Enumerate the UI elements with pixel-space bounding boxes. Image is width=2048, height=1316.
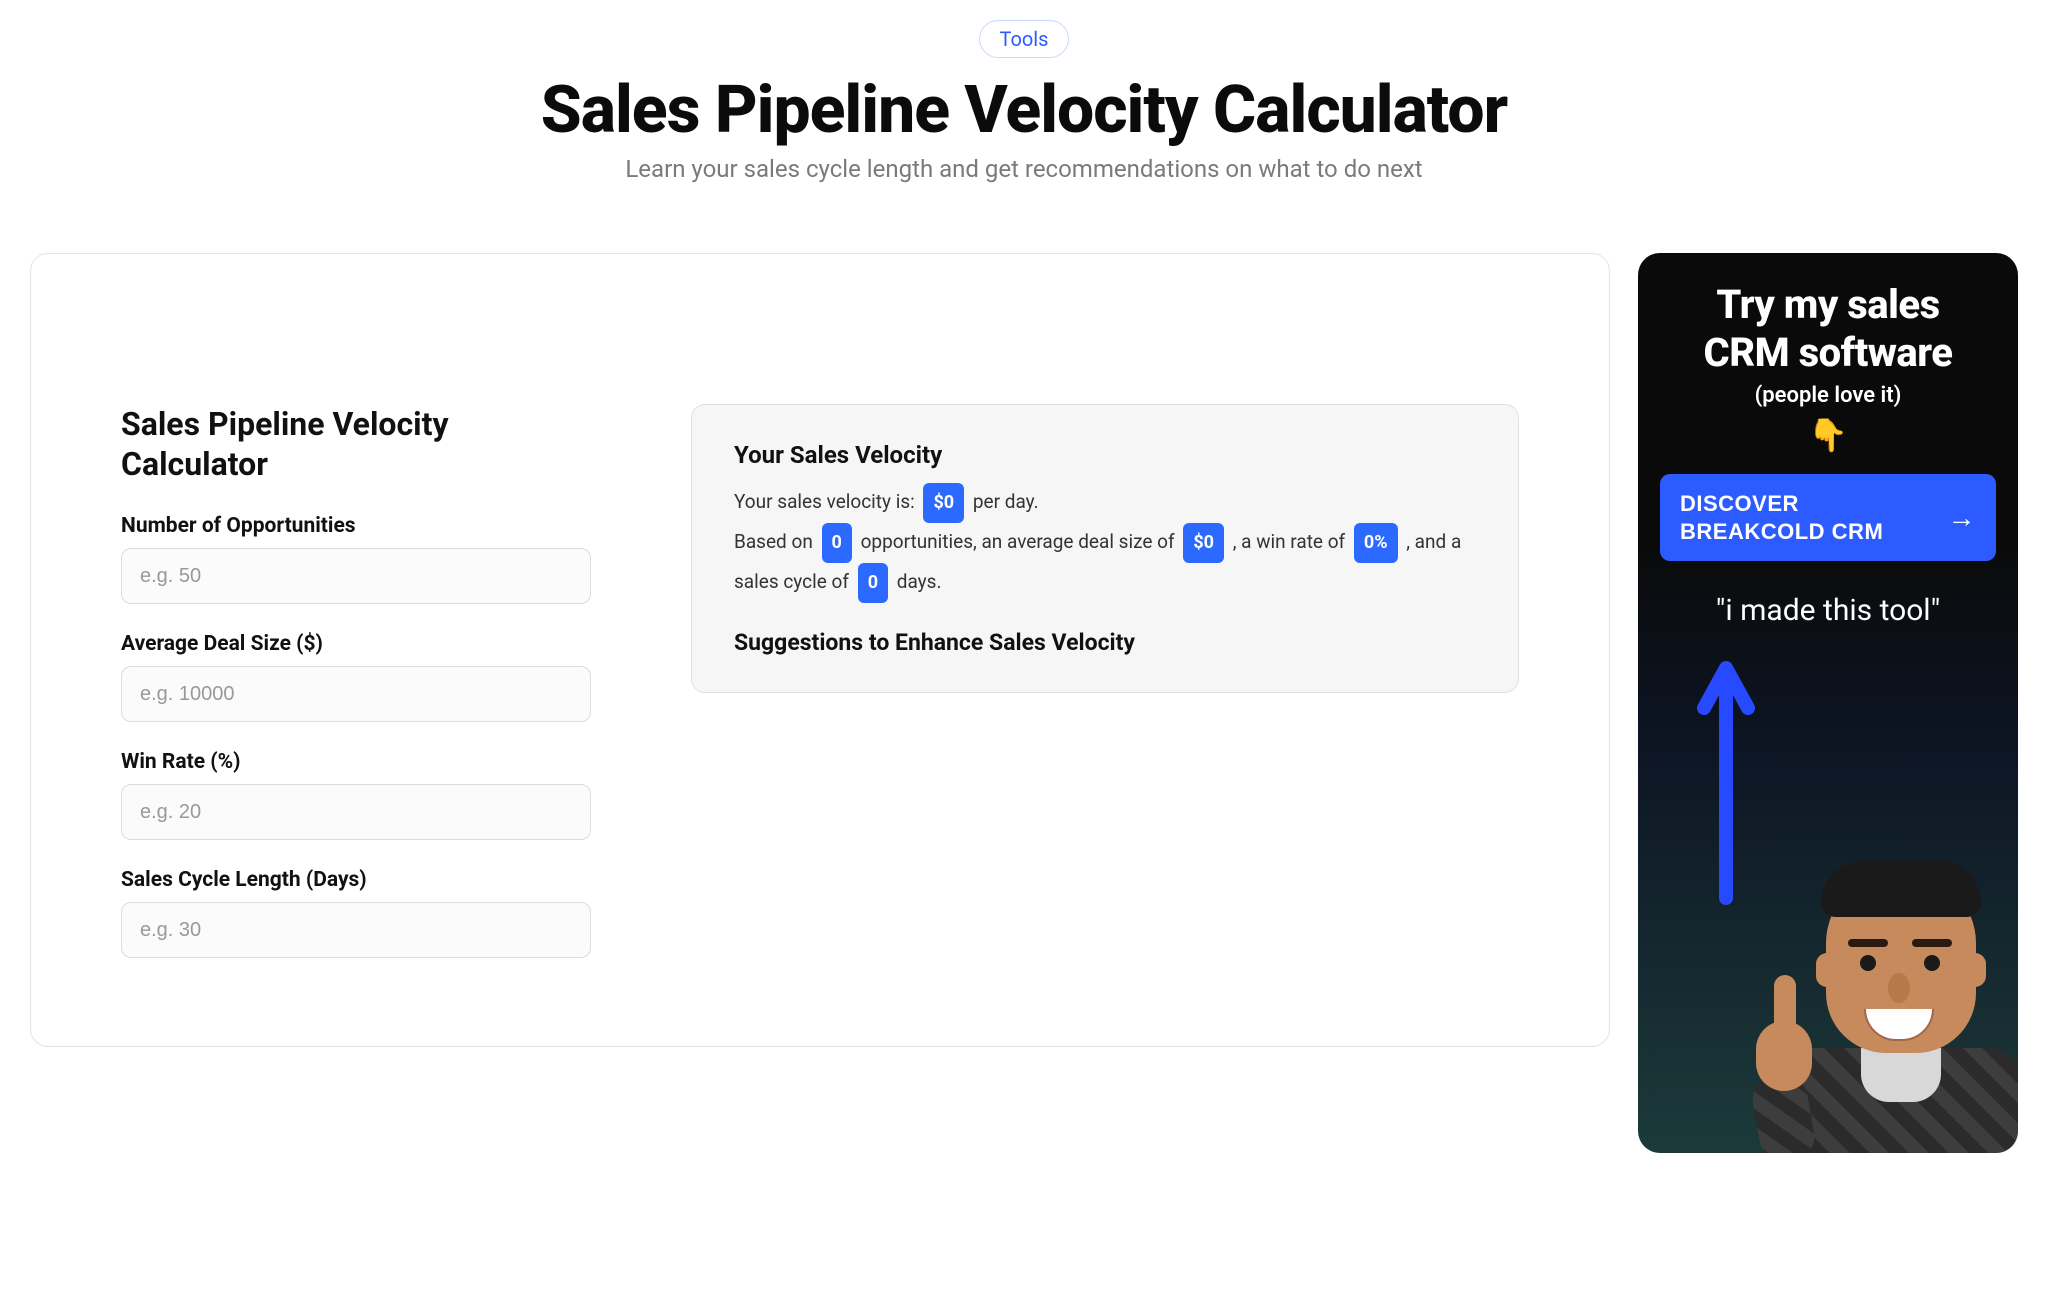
page-subtitle: Learn your sales cycle length and get re… — [30, 155, 2018, 183]
pointing-down-icon: 👇 — [1660, 416, 1996, 454]
suggestions-heading: Suggestions to Enhance Sales Velocity — [734, 629, 1476, 656]
velocity-value: $0 — [923, 483, 964, 523]
win-rate-label: Win Rate (%) — [121, 750, 591, 774]
calculator-card: Sales Pipeline Velocity Calculator Numbe… — [30, 253, 1610, 1047]
opportunities-input[interactable] — [121, 548, 591, 604]
breakdown-text-a: Based on — [734, 530, 813, 553]
promo-quote: "i made this tool" — [1660, 593, 1996, 628]
person-illustration — [1766, 853, 2016, 1153]
arrow-right-icon: → — [1948, 502, 1977, 534]
velocity-prefix: Your sales velocity is: — [734, 490, 915, 513]
breakdown-text-e: days. — [897, 570, 942, 593]
discover-crm-button[interactable]: DISCOVER BREAKCOLD CRM → — [1660, 474, 1996, 561]
cycle-length-label: Sales Cycle Length (Days) — [121, 868, 591, 892]
opportunities-value: 0 — [822, 523, 852, 563]
win-rate-value: 0% — [1354, 523, 1398, 563]
deal-size-value: $0 — [1183, 523, 1224, 563]
promo-title-line2: CRM software — [1660, 329, 1996, 377]
cycle-value: 0 — [858, 563, 888, 603]
cycle-length-input[interactable] — [121, 902, 591, 958]
page-title: Sales Pipeline Velocity Calculator — [30, 72, 2018, 149]
promo-button-line2: BREAKCOLD CRM — [1680, 519, 1883, 544]
opportunities-label: Number of Opportunities — [121, 514, 591, 538]
win-rate-input[interactable] — [121, 784, 591, 840]
arrow-up-icon — [1686, 648, 1766, 908]
results-heading: Your Sales Velocity — [734, 441, 1476, 469]
form-title: Sales Pipeline Velocity Calculator — [121, 404, 591, 484]
promo-title-line1: Try my sales — [1660, 281, 1996, 329]
deal-size-input[interactable] — [121, 666, 591, 722]
deal-size-label: Average Deal Size ($) — [121, 632, 591, 656]
promo-subtitle: (people love it) — [1660, 383, 1996, 408]
tools-pill[interactable]: Tools — [979, 20, 1070, 58]
promo-button-line1: DISCOVER — [1680, 491, 1799, 516]
velocity-suffix: per day. — [973, 490, 1039, 513]
breakdown-text-b: opportunities, an average deal size of — [861, 530, 1175, 553]
breakdown-text-c: , a win rate of — [1233, 530, 1345, 553]
promo-card: Try my sales CRM software (people love i… — [1638, 253, 2018, 1153]
results-panel: Your Sales Velocity Your sales velocity … — [691, 404, 1519, 693]
